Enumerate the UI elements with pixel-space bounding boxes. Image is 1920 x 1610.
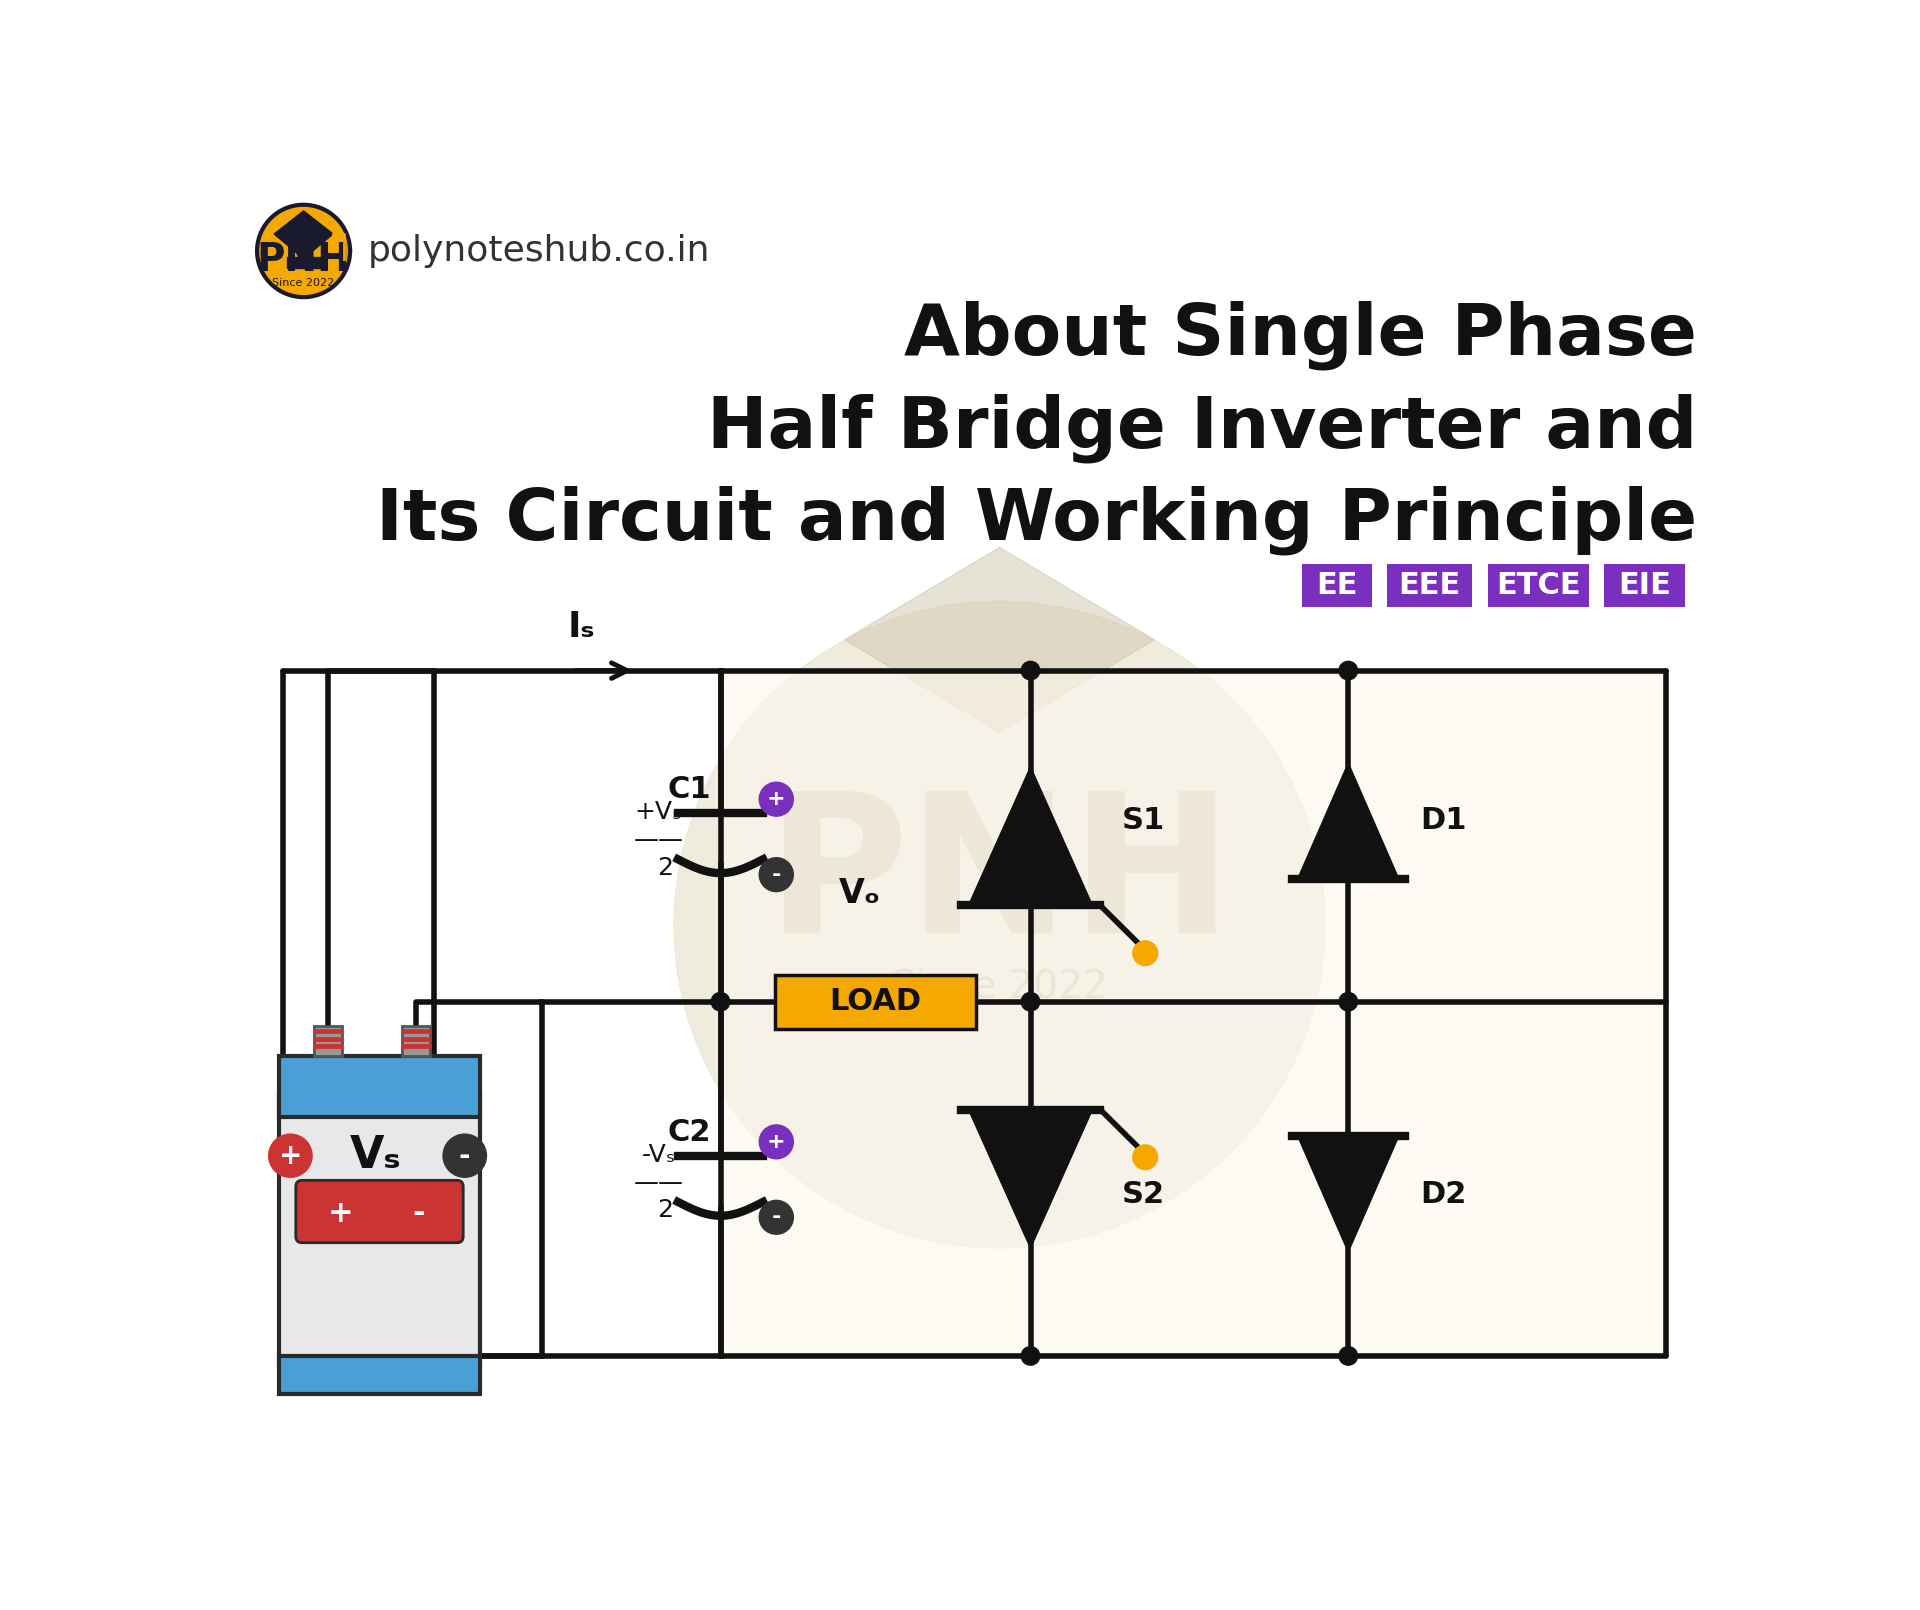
Text: Its Circuit and Working Principle: Its Circuit and Working Principle — [376, 486, 1697, 555]
Text: polynoteshub.co.in: polynoteshub.co.in — [369, 233, 710, 267]
Text: S2: S2 — [1121, 1180, 1165, 1209]
Text: -Vₛ
——
  2: -Vₛ —— 2 — [634, 1143, 684, 1222]
Bar — [1386, 565, 1473, 607]
Circle shape — [444, 1133, 486, 1177]
Circle shape — [1133, 940, 1158, 966]
Circle shape — [269, 1133, 313, 1177]
Text: C1: C1 — [668, 776, 710, 805]
Text: +: + — [278, 1141, 301, 1170]
Text: PNH: PNH — [257, 242, 351, 279]
Polygon shape — [674, 601, 1325, 1248]
Text: EEE: EEE — [1398, 572, 1461, 601]
Bar — [1302, 565, 1371, 607]
Text: Vₒ: Vₒ — [839, 877, 881, 910]
Polygon shape — [1298, 763, 1398, 879]
Bar — [313, 1026, 342, 1056]
Text: EIE: EIE — [1619, 572, 1670, 601]
Text: S1: S1 — [1121, 807, 1165, 836]
Text: ETCE: ETCE — [1496, 572, 1580, 601]
Polygon shape — [275, 211, 332, 259]
Text: +: + — [328, 1199, 353, 1228]
FancyBboxPatch shape — [296, 1180, 463, 1243]
Polygon shape — [968, 1109, 1092, 1248]
Circle shape — [758, 858, 793, 892]
Text: +: + — [766, 789, 785, 810]
Bar — [776, 974, 975, 1029]
Bar — [401, 1026, 430, 1056]
Text: -: - — [413, 1199, 424, 1228]
Circle shape — [1133, 1145, 1158, 1169]
Polygon shape — [286, 258, 321, 267]
Bar — [278, 1095, 480, 1364]
Text: EE: EE — [1315, 572, 1357, 601]
Circle shape — [758, 1201, 793, 1235]
Text: Vₛ: Vₛ — [349, 1133, 401, 1177]
Text: LOAD: LOAD — [829, 987, 922, 1016]
Circle shape — [1338, 1346, 1357, 1365]
Text: +Vₛ
——
  2: +Vₛ —— 2 — [634, 800, 684, 879]
Polygon shape — [845, 547, 1154, 733]
Circle shape — [710, 992, 730, 1011]
Text: PNH: PNH — [766, 784, 1235, 972]
Polygon shape — [1298, 1137, 1398, 1253]
Text: D2: D2 — [1421, 1180, 1467, 1209]
Text: -: - — [772, 865, 781, 884]
Bar — [1488, 565, 1588, 607]
Text: Half Bridge Inverter and: Half Bridge Inverter and — [707, 393, 1697, 462]
Text: About Single Phase: About Single Phase — [904, 301, 1697, 370]
Bar — [278, 1056, 480, 1117]
Circle shape — [1021, 662, 1041, 679]
Circle shape — [1338, 992, 1357, 1011]
Text: Since 2022: Since 2022 — [891, 968, 1108, 1005]
Text: C2: C2 — [668, 1117, 710, 1146]
Text: +: + — [766, 1132, 785, 1151]
Text: Since 2022: Since 2022 — [273, 279, 334, 288]
Polygon shape — [257, 204, 349, 298]
Polygon shape — [968, 766, 1092, 905]
Bar — [720, 671, 1667, 1356]
Circle shape — [1021, 992, 1041, 1011]
Bar — [1603, 565, 1686, 607]
Text: Iₛ: Iₛ — [566, 610, 595, 644]
Text: D1: D1 — [1421, 807, 1467, 836]
Circle shape — [758, 782, 793, 816]
Circle shape — [1338, 662, 1357, 679]
Circle shape — [1021, 1346, 1041, 1365]
Bar — [278, 1356, 480, 1394]
Text: -: - — [772, 1208, 781, 1227]
Text: -: - — [459, 1141, 470, 1170]
Circle shape — [758, 1125, 793, 1159]
